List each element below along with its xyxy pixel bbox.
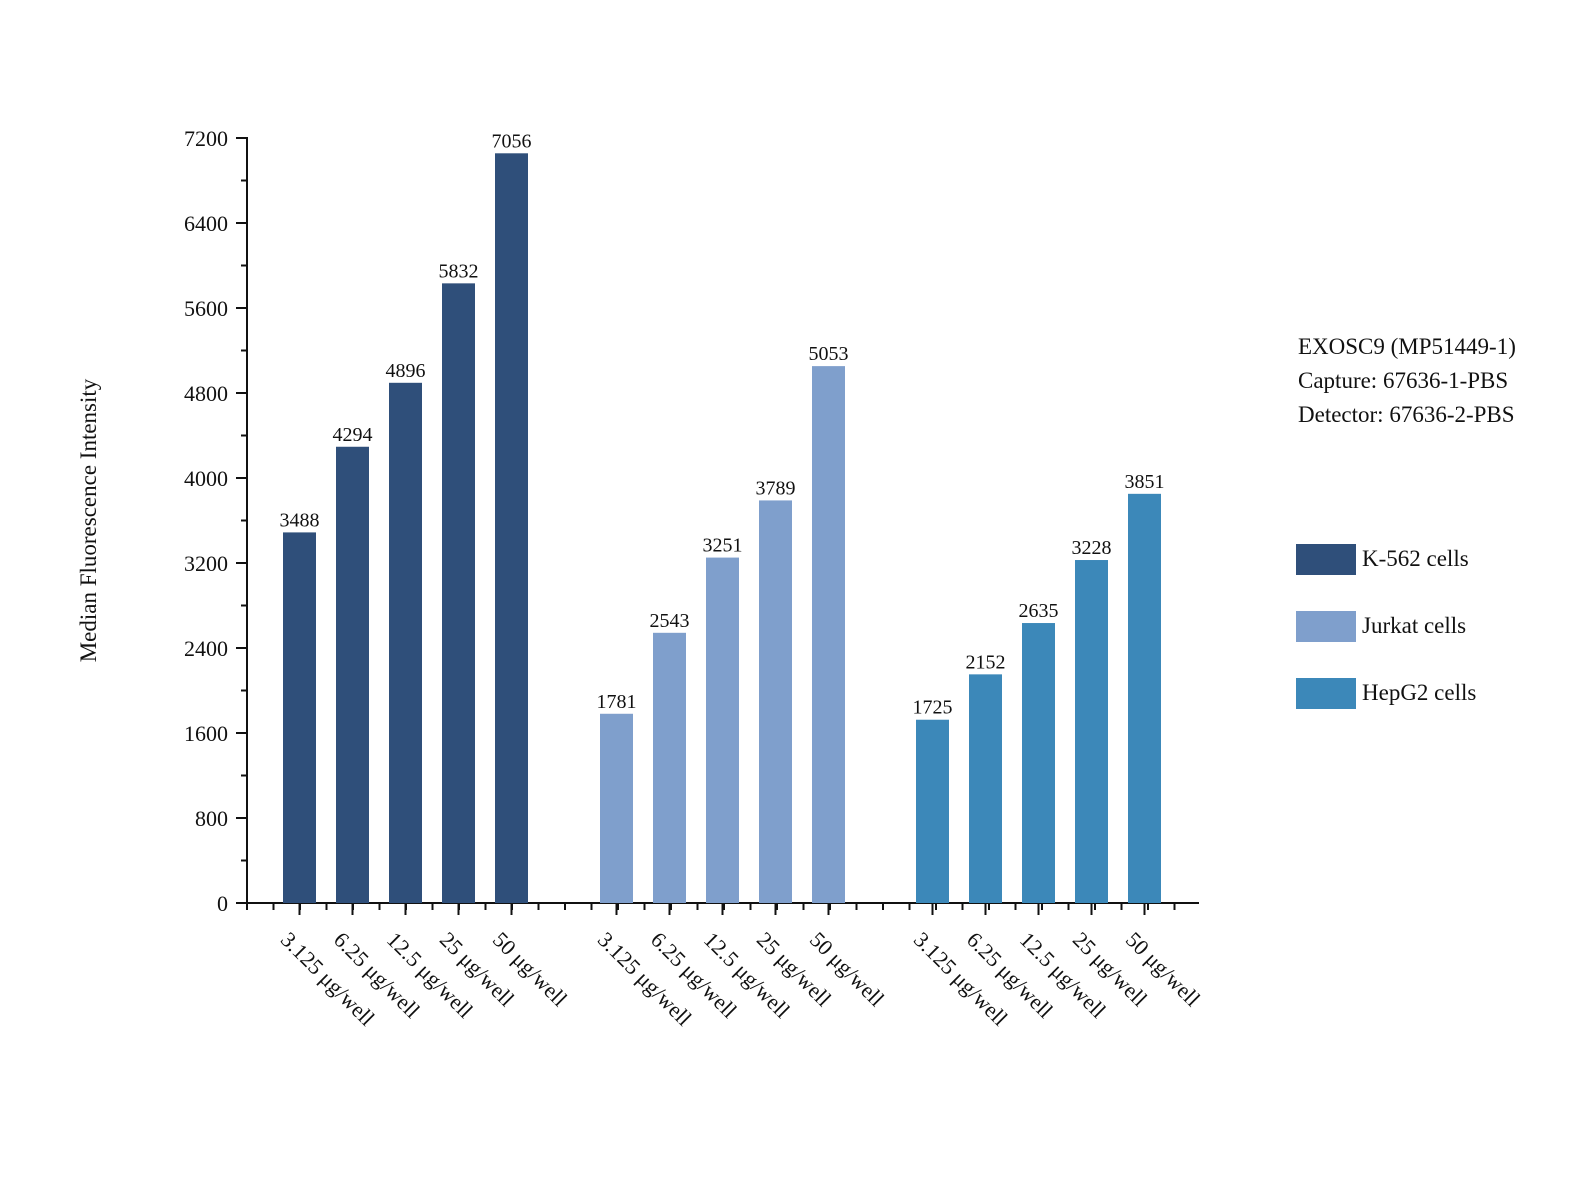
bar-value-label: 4294 [333,424,373,446]
y-tick-label: 7200 [184,126,228,151]
annotation-line-capture: Capture: 67636-1-PBS [1298,368,1509,393]
chart-annotation: EXOSC9 (MP51449-1) Capture: 67636-1-PBS … [1298,330,1516,432]
legend-swatch-k562 [1296,543,1356,575]
bar [336,446,369,903]
y-tick-label: 4000 [184,466,228,491]
bar [600,713,633,903]
legend-label-k562: K-562 cells [1362,546,1469,571]
bar [389,382,422,903]
bar-value-label: 1725 [913,697,953,719]
bar [812,366,845,903]
bar [759,500,792,903]
bar [283,532,316,903]
bar-value-label: 3251 [703,535,743,557]
bar-value-label: 5832 [439,260,479,282]
bar-value-label: 3851 [1125,471,1165,493]
y-tick-label: 0 [217,891,228,916]
bar [1075,560,1108,903]
bar-value-label: 2152 [966,651,1006,673]
bar-value-label: 3488 [280,509,320,531]
y-tick-label: 3200 [184,551,228,576]
annotation-line-protein: EXOSC9 (MP51449-1) [1298,334,1516,359]
y-tick-label: 5600 [184,296,228,321]
y-tick-label: 4800 [184,381,228,406]
bar-value-label: 2543 [650,610,690,632]
annotation-line-detector: Detector: 67636-2-PBS [1298,402,1515,427]
bar-value-label: 3228 [1072,537,1112,559]
bar-value-label: 4896 [386,360,426,382]
bar [969,674,1002,903]
legend-label-hepg2: HepG2 cells [1362,680,1477,705]
y-tick-label: 800 [195,806,228,831]
bar-value-label: 2635 [1019,600,1059,622]
legend-label-jurkat: Jurkat cells [1362,613,1467,638]
y-tick-label: 2400 [184,636,228,661]
legend: K-562 cells Jurkat cells HepG2 cells [1296,542,1476,743]
legend-item-jurkat: Jurkat cells [1296,609,1476,643]
bar-value-label: 3789 [756,477,796,499]
bar [653,632,686,903]
bar-value-label: 1781 [597,691,637,713]
y-tick-label: 6400 [184,211,228,236]
bar [495,153,528,904]
bar [916,719,949,903]
legend-swatch-hepg2 [1296,677,1356,709]
y-axis-title: Median Fluorescence Intensity [76,378,101,662]
bar [442,283,475,904]
legend-item-k562: K-562 cells [1296,542,1476,576]
bar [706,557,739,903]
legend-item-hepg2: HepG2 cells [1296,676,1476,710]
legend-swatch-jurkat [1296,610,1356,642]
bar-value-label: 5053 [809,343,849,365]
y-tick-label: 1600 [184,721,228,746]
bar-value-label: 7056 [492,130,532,152]
bar [1128,493,1161,903]
bar [1022,623,1055,903]
